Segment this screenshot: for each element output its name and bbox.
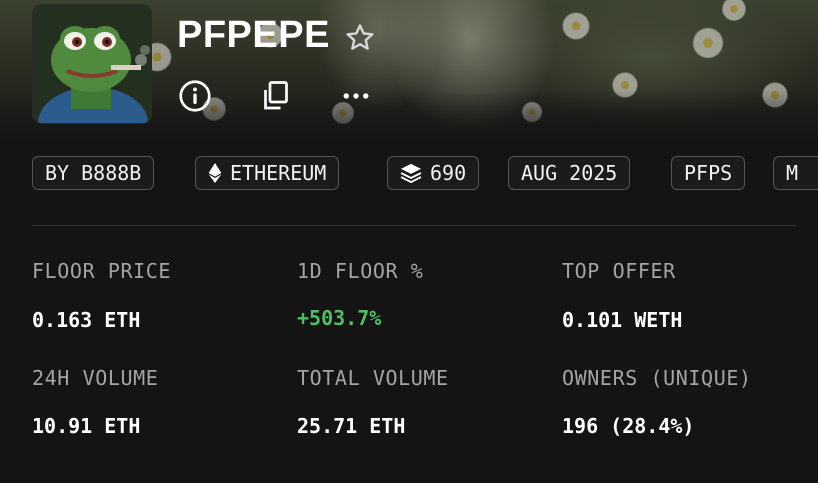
chip-label: ETHEREUM	[230, 161, 327, 185]
chip-label: PFPS	[684, 161, 733, 185]
chip-label: AUG 2025	[521, 161, 618, 185]
volume-24h-value: 10.91 ETH	[32, 414, 141, 438]
floor-price-label: FLOOR PRICE	[32, 259, 172, 283]
chip-label: BY B888B	[45, 161, 142, 185]
top-offer-label: TOP OFFER	[562, 259, 676, 283]
copy-button[interactable]	[258, 78, 294, 114]
total-volume-label: TOTAL VOLUME	[297, 366, 449, 390]
ethereum-icon	[208, 163, 222, 183]
floor-price-value: 0.163 ETH	[32, 308, 141, 332]
floor-change-value: +503.7%	[297, 306, 382, 330]
layers-icon	[400, 163, 422, 183]
chain-chip[interactable]: ETHEREUM	[195, 156, 340, 190]
floor-change-label: 1D FLOOR %	[297, 259, 424, 283]
overflow-chip[interactable]: M	[773, 156, 818, 190]
more-icon	[343, 93, 369, 99]
divider	[32, 225, 796, 226]
owners-value: 196 (28.4%)	[562, 414, 695, 438]
chip-label: M	[786, 161, 799, 185]
total-volume-value: 25.71 ETH	[297, 414, 406, 438]
chip-label: 690	[430, 161, 467, 185]
top-offer-value: 0.101 WETH	[562, 308, 683, 332]
info-button[interactable]	[177, 78, 213, 114]
items-count-chip[interactable]: 690	[387, 156, 480, 190]
copy-icon	[264, 81, 288, 110]
collection-title: PFPEPE	[177, 14, 330, 56]
creator-chip[interactable]: BY B888B	[32, 156, 155, 190]
favorite-star-icon[interactable]	[343, 21, 377, 55]
volume-24h-label: 24H VOLUME	[32, 366, 159, 390]
pepe-avatar	[33, 5, 151, 123]
owners-label: OWNERS (UNIQUE)	[562, 366, 752, 390]
more-button[interactable]	[338, 78, 374, 114]
collection-avatar	[32, 4, 152, 124]
category-chip[interactable]: PFPS	[671, 156, 746, 190]
created-date-chip[interactable]: AUG 2025	[508, 156, 631, 190]
info-icon	[179, 80, 211, 112]
